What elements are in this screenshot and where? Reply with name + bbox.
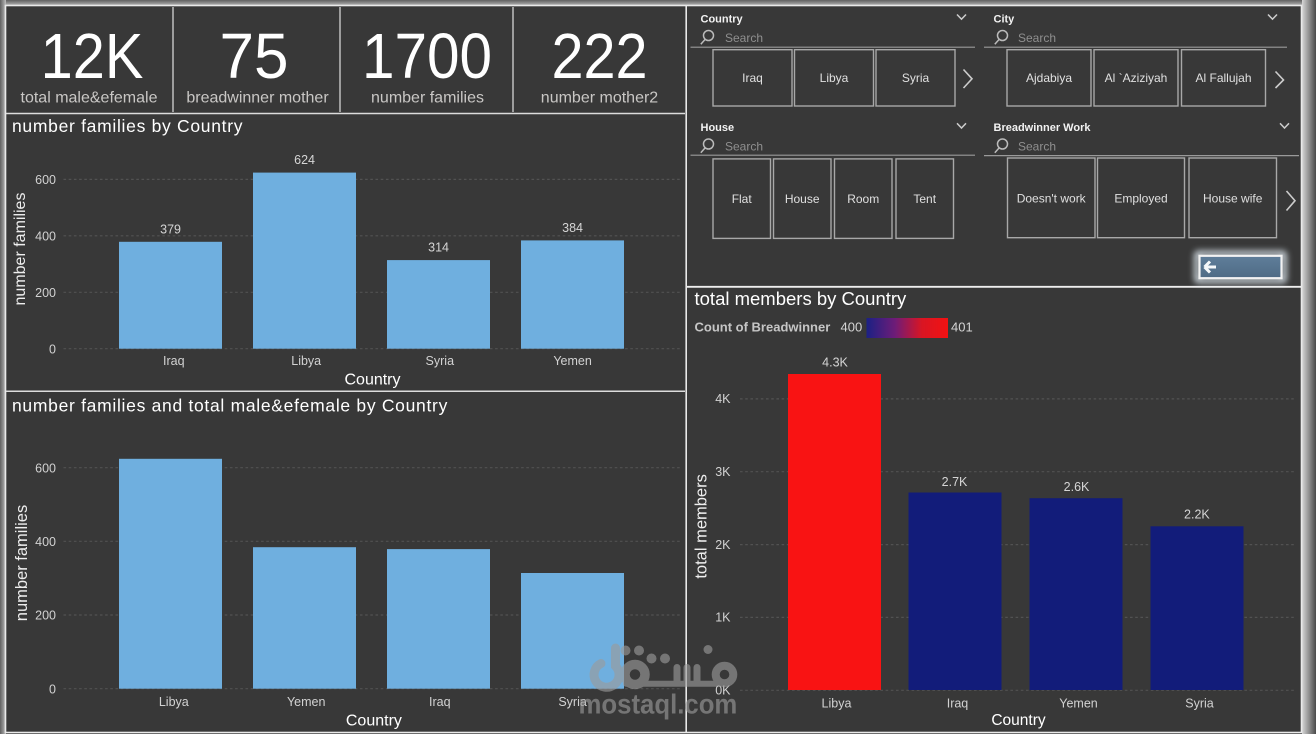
svg-text:Syria: Syria [426,354,455,368]
svg-text:Iraq: Iraq [947,697,969,711]
svg-text:Count of Breadwinner: Count of Breadwinner [695,320,831,335]
svg-text:400: 400 [35,535,56,549]
svg-text:Syria: Syria [558,695,587,709]
svg-text:Tent: Tent [913,192,936,206]
svg-text:total male&efemale: total male&efemale [21,90,158,107]
svg-text:222: 222 [551,20,647,91]
svg-text:Flat: Flat [732,192,753,206]
svg-text:Ajdabiya: Ajdabiya [1026,71,1072,85]
svg-text:1K: 1K [715,611,731,625]
svg-text:0: 0 [49,342,56,356]
svg-text:2.7K: 2.7K [942,475,968,489]
svg-text:Al Fallujah: Al Fallujah [1195,71,1251,85]
svg-text:Employed: Employed [1114,192,1167,206]
svg-text:Libya: Libya [820,71,849,85]
svg-text:Country: Country [344,372,400,389]
svg-text:Yemen: Yemen [553,354,592,368]
svg-text:2.6K: 2.6K [1064,480,1090,494]
svg-text:House wife: House wife [1203,192,1263,206]
svg-text:0: 0 [49,682,56,696]
svg-text:Libya: Libya [159,695,189,709]
svg-text:number families: number families [371,90,484,107]
svg-text:mostaql.com: mostaql.com [579,689,738,720]
svg-text:2K: 2K [715,538,731,552]
svg-text:401: 401 [951,320,973,335]
svg-text:2.2K: 2.2K [1184,507,1210,521]
svg-text:75: 75 [219,21,288,92]
svg-text:total members by Country: total members by Country [695,288,908,309]
svg-text:600: 600 [35,173,56,187]
svg-text:number mother2: number mother2 [541,90,658,107]
svg-text:Country: Country [701,13,744,25]
svg-text:Doesn't work: Doesn't work [1017,192,1087,206]
svg-text:4K: 4K [715,392,731,406]
svg-text:Al `Aziziyah: Al `Aziziyah [1105,71,1168,85]
svg-text:384: 384 [562,221,583,235]
svg-text:number families: number families [13,505,31,621]
svg-text:Search: Search [1018,140,1056,154]
svg-text:Room: Room [847,192,879,206]
svg-text:Country: Country [346,713,402,730]
svg-text:breadwinner mother: breadwinner mother [186,90,329,107]
svg-text:total members: total members [692,474,710,579]
svg-text:1700: 1700 [362,21,492,92]
svg-text:House: House [785,192,820,206]
svg-text:Country: Country [991,712,1046,729]
svg-text:Yemen: Yemen [1059,697,1098,711]
svg-text:314: 314 [428,241,449,255]
svg-text:3K: 3K [715,465,731,479]
svg-text:Yemen: Yemen [287,695,326,709]
svg-text:Iraq: Iraq [429,695,451,709]
svg-text:4.3K: 4.3K [822,355,848,369]
svg-text:600: 600 [35,461,56,475]
svg-text:number families by Country: number families by Country [12,116,243,136]
svg-text:number families: number families [12,193,29,306]
svg-text:Search: Search [725,140,763,154]
svg-text:400: 400 [35,229,56,243]
svg-text:200: 200 [35,609,56,623]
svg-text:number families and total male: number families and total male&efemale b… [12,396,448,416]
svg-text:Search: Search [725,31,763,45]
svg-text:379: 379 [160,222,181,236]
svg-text:Syria: Syria [902,71,930,85]
svg-text:200: 200 [35,286,56,300]
svg-text:Iraq: Iraq [163,354,185,368]
svg-text:12K: 12K [41,20,144,91]
svg-text:Libya: Libya [291,354,321,368]
svg-text:Syria: Syria [1185,697,1214,711]
svg-text:400: 400 [841,320,863,335]
svg-text:Libya: Libya [822,697,852,711]
svg-text:House: House [701,122,735,134]
svg-text:Search: Search [1018,31,1056,45]
svg-text:City: City [994,13,1016,25]
svg-text:624: 624 [294,153,315,167]
svg-text:0K: 0K [715,684,731,698]
svg-text:Breadwinner Work: Breadwinner Work [994,122,1092,134]
svg-text:Iraq: Iraq [742,71,763,85]
